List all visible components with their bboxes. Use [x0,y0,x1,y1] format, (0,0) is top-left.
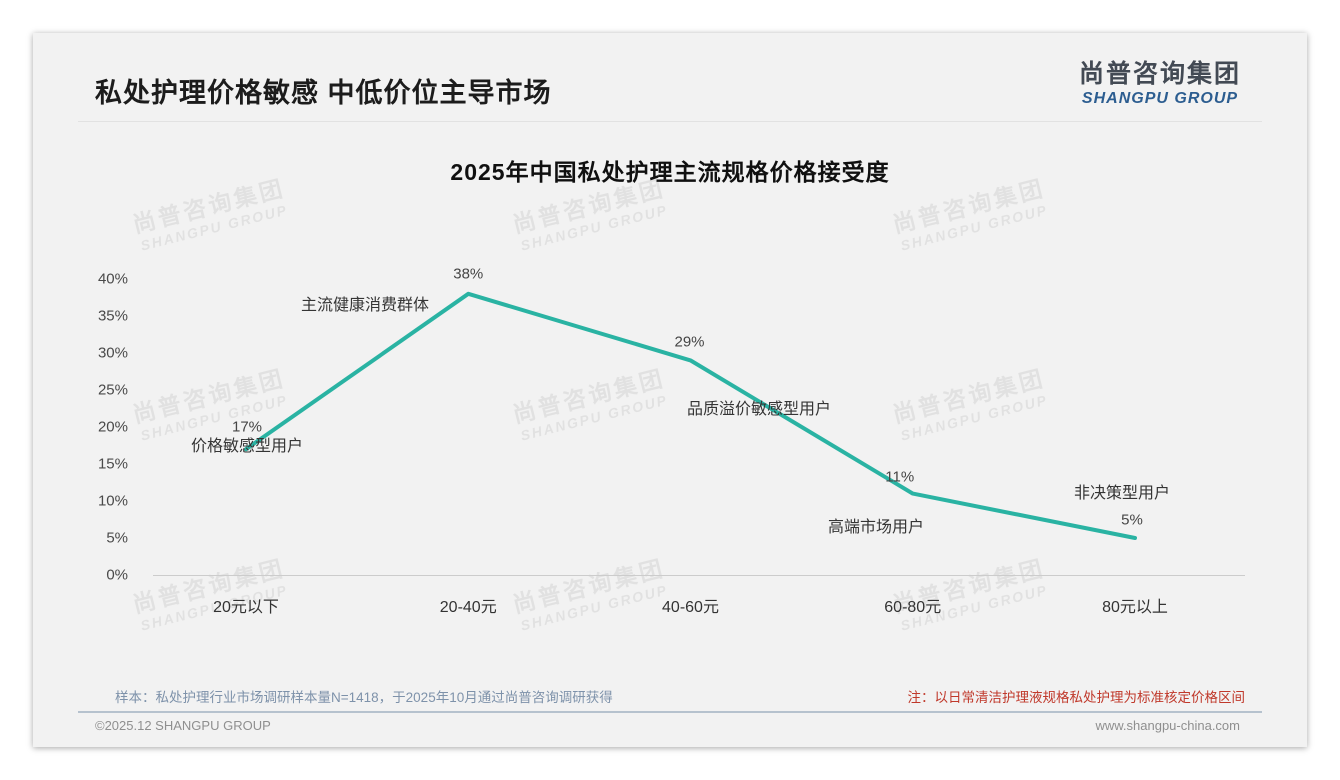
y-tick-label: 30% [97,344,128,362]
x-axis-category-label: 20元以下 [213,599,279,616]
annotation-non-decision-users: 非决策型用户 [1073,485,1171,502]
y-tick-label: 10% [97,492,128,510]
footer-copyright: ©2025.12 SHANGPU GROUP [95,718,271,733]
data-point-value-label: 17% [231,418,263,436]
y-tick-label: 5% [106,529,128,547]
annotation-highend-market-users: 高端市场用户 [827,519,925,536]
slide-card: 尚普咨询集团 SHANGPU GROUP 尚普咨询集团 SHANGPU GROUP 尚普… [33,33,1307,747]
watermark: 尚普咨询集团 SHANGPU GROUP [509,364,670,444]
x-axis-category-label: 60-80元 [884,599,942,616]
data-point-value-label: 38% [453,265,484,283]
page-title: 私处护理价格敏感 中低价位主导市场 [95,78,552,108]
price-range-footnote: 注：以日常清洁护理液规格私处护理为标准核定价格区间 [907,690,1246,705]
y-tick-label: 0% [106,566,128,584]
y-tick-label: 40% [97,270,128,288]
data-point-value-label: 5% [1121,511,1143,529]
logo-english-text: SHANGPU GROUP [1081,90,1239,107]
y-tick-label: 35% [97,307,128,325]
watermark: 尚普咨询集团 SHANGPU GROUP [889,364,1050,444]
annotation-price-sensitive-users: 价格敏感型用户 [190,438,304,455]
footer-divider [78,711,1262,713]
data-point-value-label: 11% [885,468,915,486]
logo-chinese-text: 尚普咨询集团 [1078,60,1241,88]
title-divider [78,121,1262,122]
x-axis-category-label: 80元以上 [1102,599,1168,616]
sample-footnote: 样本：私处护理行业市场调研样本量N=1418，于2025年10月通过尚普咨询调研… [115,690,613,705]
watermark: 尚普咨询集团 SHANGPU GROUP [509,554,670,634]
footer-website: www.shangpu-china.com [1095,718,1240,733]
chart-title: 2025年中国私处护理主流规格价格接受度 [450,159,890,185]
x-axis-category-label: 20-40元 [439,599,497,616]
x-axis-line [153,575,1245,576]
x-axis-category-label: 40-60元 [662,599,719,616]
annotation-quality-premium-sensitive-users: 品质溢价敏感型用户 [686,401,832,418]
company-logo: 尚普咨询集团 SHANGPU GROUP [1079,59,1241,108]
y-tick-label: 15% [97,455,128,473]
data-point-value-label: 29% [674,333,705,351]
y-tick-label: 20% [97,418,128,436]
price-acceptance-chart [244,291,1137,540]
annotation-mainstream-health-consumers: 主流健康消费群体 [300,297,430,314]
y-tick-label: 25% [97,381,128,399]
